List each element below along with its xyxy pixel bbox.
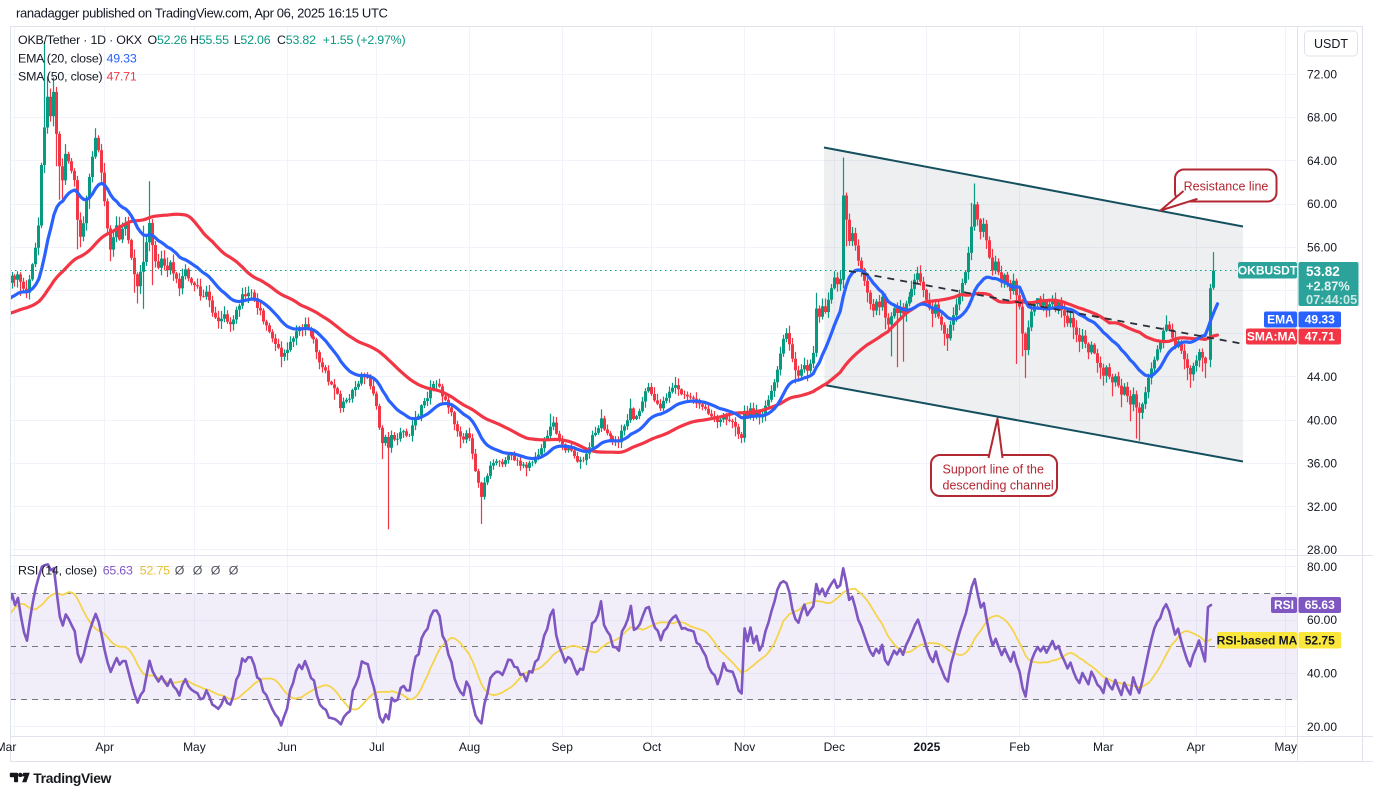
svg-text:64.00: 64.00 xyxy=(1307,154,1337,168)
svg-text:May: May xyxy=(183,740,206,754)
svg-text:USDT: USDT xyxy=(1314,37,1348,51)
svg-text:EMA: EMA xyxy=(1267,313,1294,327)
svg-text:Sep: Sep xyxy=(552,740,574,754)
svg-text:Resistance line: Resistance line xyxy=(1184,180,1269,194)
svg-text:Jun: Jun xyxy=(277,740,296,754)
svg-text:SMA (50, close)47.71: SMA (50, close) 47.71 xyxy=(18,70,137,84)
svg-text:+2.87%: +2.87% xyxy=(1306,278,1350,293)
svg-text:53.82: 53.82 xyxy=(1306,264,1340,279)
svg-text:Aug: Aug xyxy=(459,740,480,754)
svg-text:40.00: 40.00 xyxy=(1307,667,1337,681)
svg-text:TradingView: TradingView xyxy=(33,771,111,786)
svg-text:32.00: 32.00 xyxy=(1307,500,1337,514)
svg-text:56.00: 56.00 xyxy=(1307,240,1337,254)
svg-text:May: May xyxy=(1274,740,1297,754)
svg-text:49.33: 49.33 xyxy=(1305,313,1335,327)
svg-text:65.63: 65.63 xyxy=(1305,598,1335,612)
svg-text:RSI-based MA: RSI-based MA xyxy=(1217,633,1298,647)
svg-text:Apr: Apr xyxy=(95,740,114,754)
svg-text:Mar: Mar xyxy=(1093,740,1114,754)
svg-text:Feb: Feb xyxy=(1009,740,1030,754)
svg-text:68.00: 68.00 xyxy=(1307,111,1337,125)
svg-text:OKBUSDT: OKBUSDT xyxy=(1238,263,1298,277)
svg-text:Mar: Mar xyxy=(0,740,16,754)
svg-text:44.00: 44.00 xyxy=(1307,370,1337,384)
svg-text:Nov: Nov xyxy=(734,740,755,754)
svg-text:52.75: 52.75 xyxy=(1305,633,1335,647)
svg-text:Dec: Dec xyxy=(824,740,845,754)
svg-text:Support line of the: Support line of the xyxy=(943,463,1045,477)
svg-text:Apr: Apr xyxy=(1187,740,1206,754)
svg-text:RSI: RSI xyxy=(1274,598,1294,612)
svg-text:40.00: 40.00 xyxy=(1307,413,1337,427)
svg-text:07:44:05: 07:44:05 xyxy=(1306,292,1357,307)
svg-text:descending channel: descending channel xyxy=(943,479,1054,493)
svg-text:Jul: Jul xyxy=(369,740,384,754)
svg-text:Oct: Oct xyxy=(643,740,662,754)
svg-text:80.00: 80.00 xyxy=(1307,560,1337,574)
svg-text:20.00: 20.00 xyxy=(1307,720,1337,734)
svg-text:36.00: 36.00 xyxy=(1307,457,1337,471)
svg-text:60.00: 60.00 xyxy=(1307,197,1337,211)
svg-text:60.00: 60.00 xyxy=(1307,613,1337,627)
svg-text:2025: 2025 xyxy=(914,740,941,754)
svg-text:72.00: 72.00 xyxy=(1307,68,1337,82)
svg-text:ranadagger published on Tradin: ranadagger published on TradingView.com,… xyxy=(16,6,388,21)
svg-text:SMA:MA: SMA:MA xyxy=(1247,330,1297,344)
svg-text:47.71: 47.71 xyxy=(1305,330,1335,344)
svg-text:28.00: 28.00 xyxy=(1307,543,1337,557)
svg-text:EMA (20, close)49.33: EMA (20, close) 49.33 xyxy=(18,52,137,66)
